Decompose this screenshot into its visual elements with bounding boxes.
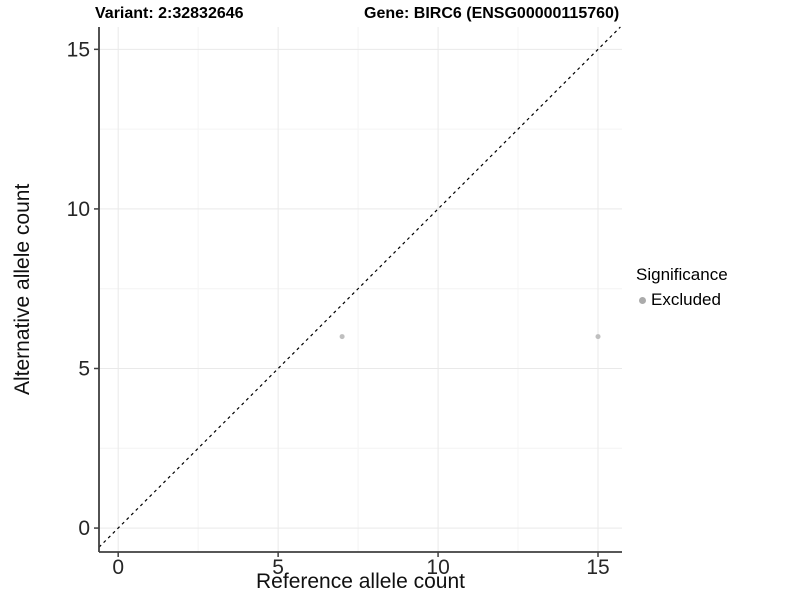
y-axis-label: Alternative allele count xyxy=(11,183,34,396)
y-tick-label: 10 xyxy=(67,198,90,221)
legend-title: Significance xyxy=(636,265,728,284)
x-axis-label: Reference allele count xyxy=(256,570,465,593)
x-tick-label: 0 xyxy=(112,556,124,579)
x-tick-label: 15 xyxy=(586,556,609,579)
y-tick-label: 5 xyxy=(78,357,90,380)
legend-point-icon xyxy=(639,296,646,304)
x-tick-label: 5 xyxy=(272,556,284,579)
legend: Significance Excluded xyxy=(636,265,728,310)
plot-title-gene: Gene: BIRC6 (ENSG00000115760) xyxy=(364,5,620,22)
legend-entry-label: Excluded xyxy=(651,290,721,309)
legend-entry-excluded: Excluded xyxy=(636,290,728,310)
x-tick-label: 10 xyxy=(426,556,449,579)
plot-title-variant: Variant: 2:32832646 xyxy=(95,5,244,22)
identity-line xyxy=(98,26,621,548)
y-tick-label: 0 xyxy=(78,517,90,540)
data-point xyxy=(595,334,601,340)
y-tick-label: 15 xyxy=(67,38,90,61)
data-point xyxy=(339,334,345,340)
